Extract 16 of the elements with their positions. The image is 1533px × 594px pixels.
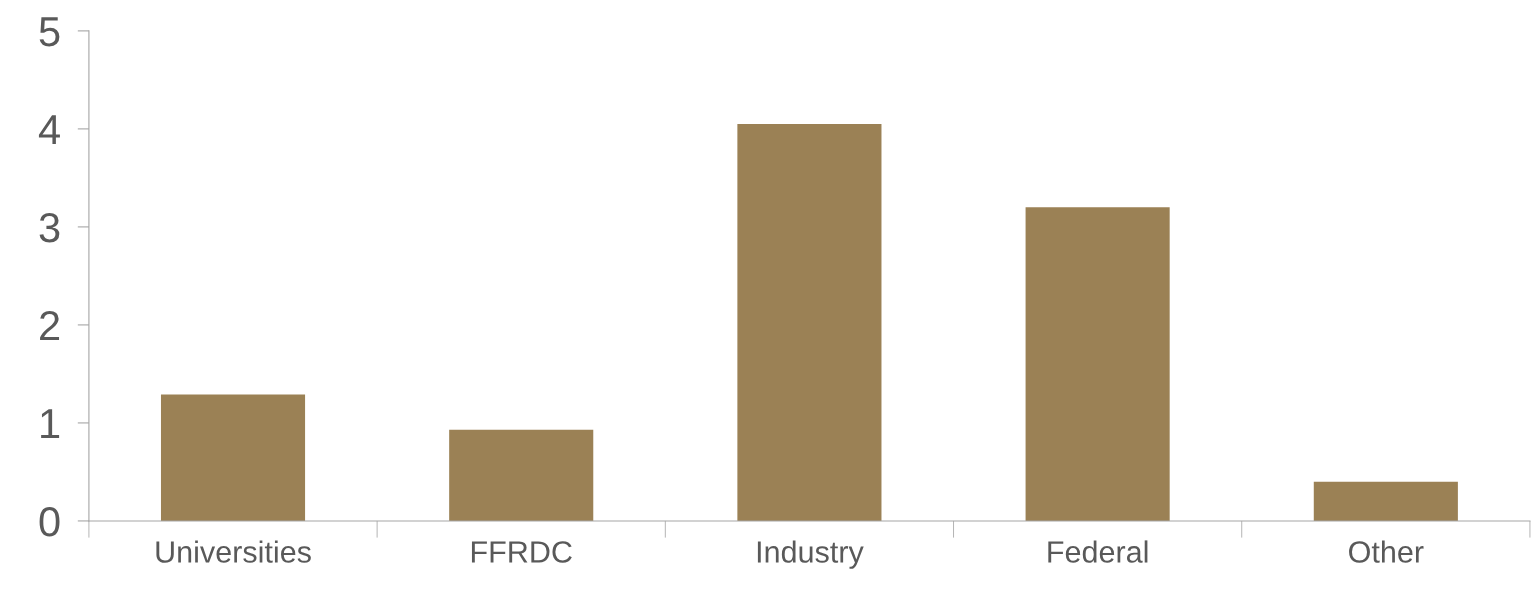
- y-tick-label: 2: [40, 310, 60, 341]
- bar: [737, 124, 882, 521]
- x-tick-label: Other: [1349, 540, 1424, 563]
- bar: [1025, 207, 1170, 521]
- x-tick-label: Universities: [156, 540, 311, 563]
- y-tick-label: 5: [39, 17, 60, 47]
- y-tick-label: 0: [39, 506, 60, 537]
- bar: [160, 394, 306, 521]
- bar: [1313, 481, 1458, 521]
- x-tick-label: Industry: [757, 540, 864, 569]
- bar: [449, 429, 594, 521]
- x-tick-label: Federal: [1048, 540, 1148, 563]
- y-tick-label: 1: [41, 409, 60, 439]
- y-tick-label: 4: [38, 115, 60, 144]
- y-tick-label: 3: [39, 212, 60, 243]
- x-tick-label: FFRDC: [471, 541, 572, 563]
